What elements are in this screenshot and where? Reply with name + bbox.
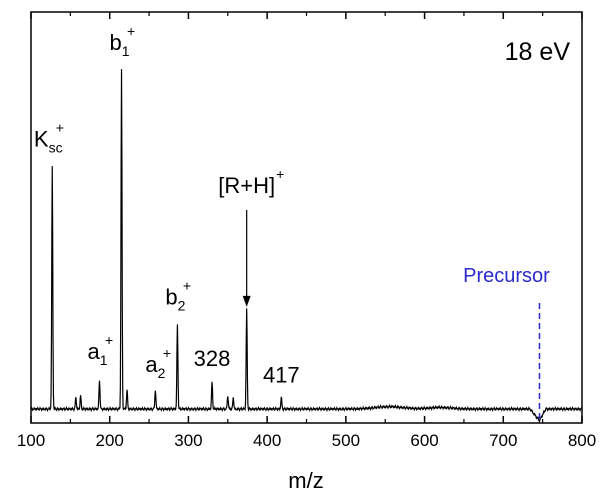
x-tick-label: 800 <box>568 431 596 450</box>
collision-energy-label: 18 eV <box>505 38 571 66</box>
plot-frame <box>30 11 583 424</box>
label-328-base: 328 <box>194 346 231 371</box>
label-a1-sub: 1 <box>100 352 108 368</box>
label-b1-base: b <box>109 30 121 55</box>
label-Ksc-sup: + <box>56 119 64 135</box>
label-a2-base: a <box>145 352 158 377</box>
svg-text:b1: b1 <box>109 30 129 59</box>
svg-text:328: 328 <box>194 346 231 371</box>
x-tick-label: 400 <box>253 431 281 450</box>
x-axis-ticks: 100 200 300 400 500 600 700 800 <box>17 12 596 450</box>
label-b1: b1+ <box>109 23 135 59</box>
label-b2: b2+ <box>165 277 191 313</box>
label-a2-sub: 2 <box>158 365 166 381</box>
svg-text:a1: a1 <box>87 339 107 368</box>
label-b2-sub: 2 <box>178 297 186 313</box>
x-axis-title: m/z <box>288 468 323 493</box>
label-RH-sup: + <box>276 166 284 182</box>
label-417: 417 <box>263 362 300 387</box>
label-a1-sup: + <box>105 332 113 348</box>
label-b2-base: b <box>165 284 177 309</box>
svg-text:b2: b2 <box>165 284 185 313</box>
label-b1-sub: 1 <box>122 43 130 59</box>
x-tick-label: 500 <box>332 431 360 450</box>
svg-text:417: 417 <box>263 362 300 387</box>
label-328: 328 <box>194 346 231 371</box>
label-b2-sup: + <box>183 277 191 293</box>
precursor-label: Precursor <box>463 265 550 287</box>
rh-arrow-head <box>242 295 251 307</box>
label-RH: [R+H] + <box>218 166 284 307</box>
label-a1: a1+ <box>87 332 113 368</box>
label-RH-base: [R+H] <box>218 173 275 198</box>
label-Ksc-sub: sc <box>49 139 63 155</box>
label-a2-sup: + <box>163 345 171 361</box>
label-Ksc: Ksc+ <box>34 119 64 155</box>
x-tick-label: 600 <box>410 431 438 450</box>
svg-text:[R+H]: [R+H] <box>218 173 275 198</box>
spectrum-line <box>30 69 583 424</box>
x-tick-label: 200 <box>96 431 124 450</box>
label-Ksc-base: K <box>34 126 49 151</box>
x-tick-label: 300 <box>174 431 202 450</box>
label-b1-sup: + <box>127 23 135 39</box>
x-tick-label: 700 <box>489 431 517 450</box>
x-tick-label: 100 <box>17 431 45 450</box>
svg-text:Ksc: Ksc <box>34 126 63 155</box>
label-a1-base: a <box>87 339 100 364</box>
label-a2: a2+ <box>145 345 171 381</box>
label-417-base: 417 <box>263 362 300 387</box>
svg-text:a2: a2 <box>145 352 165 381</box>
